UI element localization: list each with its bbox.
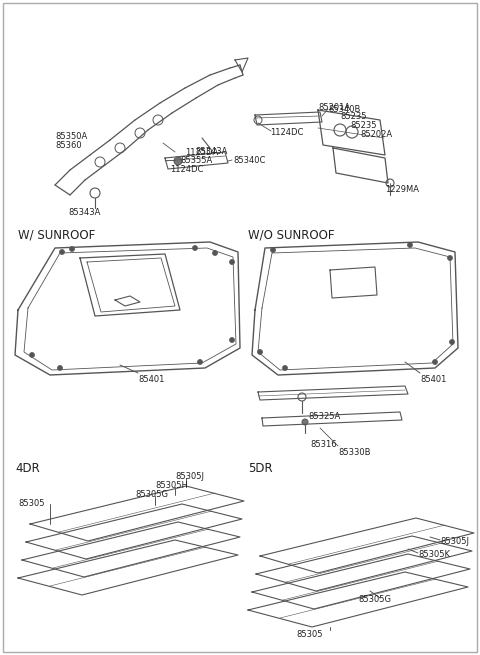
- Text: 5DR: 5DR: [248, 462, 273, 475]
- Circle shape: [302, 419, 308, 425]
- Text: 1229MA: 1229MA: [385, 185, 419, 194]
- Circle shape: [70, 246, 74, 252]
- Text: 1124DC: 1124DC: [270, 128, 303, 137]
- Circle shape: [229, 259, 235, 265]
- Circle shape: [408, 242, 412, 248]
- Text: 85350A: 85350A: [55, 132, 87, 141]
- Text: W/O SUNROOF: W/O SUNROOF: [248, 228, 335, 241]
- Text: 4DR: 4DR: [15, 462, 40, 475]
- Text: 85305K: 85305K: [418, 550, 450, 559]
- Text: 85305H: 85305H: [155, 481, 188, 490]
- Text: 85330B: 85330B: [338, 448, 371, 457]
- Circle shape: [174, 157, 182, 165]
- Text: 85343A: 85343A: [195, 147, 228, 156]
- Text: 85360: 85360: [55, 141, 82, 150]
- Text: 85305G: 85305G: [358, 595, 391, 604]
- Text: 85305: 85305: [297, 630, 323, 639]
- Circle shape: [449, 339, 455, 345]
- Text: 85305: 85305: [18, 499, 45, 508]
- Text: 85305J: 85305J: [440, 537, 469, 546]
- Circle shape: [192, 246, 197, 250]
- Text: 85235: 85235: [350, 121, 376, 130]
- Circle shape: [197, 360, 203, 364]
- Circle shape: [432, 360, 437, 364]
- Circle shape: [447, 255, 453, 261]
- Text: 85343A: 85343A: [68, 208, 100, 217]
- Text: 85401: 85401: [420, 375, 446, 384]
- Text: 85305J: 85305J: [175, 472, 204, 481]
- Text: 85401: 85401: [138, 375, 164, 384]
- Circle shape: [283, 365, 288, 371]
- Text: 85202A: 85202A: [360, 130, 392, 139]
- Circle shape: [29, 352, 35, 358]
- Text: 85325A: 85325A: [308, 412, 340, 421]
- Text: 85305G: 85305G: [135, 490, 168, 499]
- Text: 85316: 85316: [310, 440, 336, 449]
- Circle shape: [229, 337, 235, 343]
- Text: 85340B: 85340B: [328, 105, 360, 114]
- Text: 85340C: 85340C: [233, 156, 265, 165]
- Circle shape: [58, 365, 62, 371]
- Text: 85201A: 85201A: [318, 103, 350, 112]
- Circle shape: [60, 250, 64, 255]
- Text: 85355A: 85355A: [180, 156, 212, 165]
- Text: 1124DC: 1124DC: [170, 165, 204, 174]
- Circle shape: [271, 248, 276, 252]
- Text: 85235: 85235: [340, 112, 367, 121]
- Text: W/ SUNROOF: W/ SUNROOF: [18, 228, 95, 241]
- Circle shape: [257, 350, 263, 354]
- Circle shape: [213, 250, 217, 255]
- Text: 1125DA: 1125DA: [185, 148, 218, 157]
